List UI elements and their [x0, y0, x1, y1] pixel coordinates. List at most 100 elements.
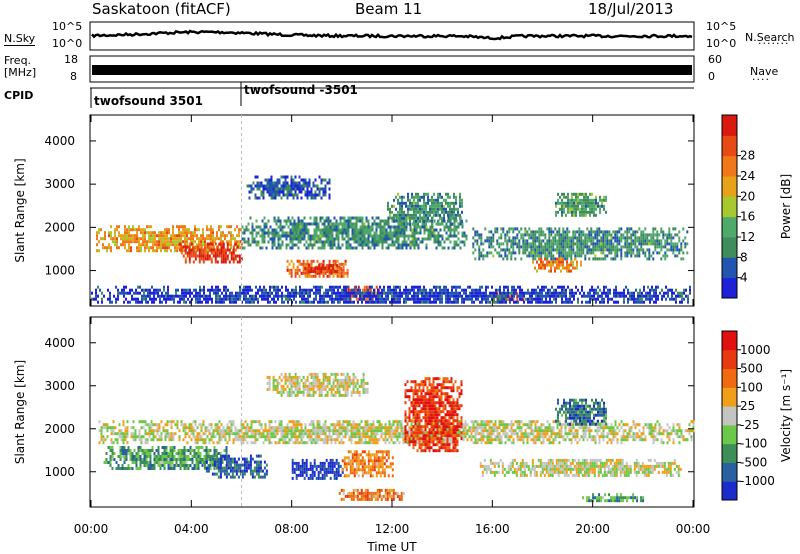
- data-cell: [533, 297, 535, 301]
- data-cell: [284, 432, 287, 436]
- data-cell: [217, 300, 219, 304]
- data-cell: [298, 262, 301, 266]
- data-cell: [290, 435, 293, 439]
- data-cell: [561, 210, 563, 214]
- data-cell: [389, 291, 391, 295]
- data-cell: [626, 245, 629, 249]
- data-cell: [300, 423, 303, 427]
- data-cell: [521, 297, 523, 301]
- data-cell: [339, 219, 342, 223]
- data-cell: [550, 239, 553, 243]
- data-cell: [328, 270, 331, 274]
- data-cell: [198, 240, 200, 244]
- data-cell: [190, 432, 193, 436]
- data-cell: [363, 240, 366, 244]
- data-cell: [144, 441, 147, 445]
- data-cell: [620, 236, 623, 240]
- data-cell: [159, 297, 161, 301]
- data-cell: [417, 237, 420, 241]
- data-cell: [100, 429, 103, 433]
- data-cell: [200, 234, 202, 238]
- data-cell: [312, 420, 315, 424]
- data-cell: [261, 291, 263, 295]
- data-cell: [124, 246, 126, 250]
- data-cell: [149, 297, 151, 301]
- data-cell: [295, 291, 297, 295]
- data-cell: [423, 204, 425, 208]
- data-cell: [104, 246, 106, 250]
- data-cell: [138, 225, 140, 229]
- data-cell: [365, 216, 368, 220]
- data-cell: [511, 285, 513, 289]
- data-cell: [591, 204, 593, 208]
- data-cell: [351, 231, 354, 235]
- data-cell: [226, 240, 228, 244]
- data-cell: [538, 254, 541, 258]
- data-cell: [223, 300, 225, 304]
- data-cell: [353, 246, 356, 250]
- data-cell: [354, 429, 357, 433]
- data-cell: [581, 288, 583, 292]
- data-cell: [355, 285, 357, 289]
- data-cell: [415, 207, 417, 211]
- data-cell: [668, 227, 671, 231]
- data-cell: [144, 228, 146, 232]
- data-cell: [477, 297, 479, 301]
- data-cell: [252, 441, 255, 445]
- data-cell: [628, 242, 631, 246]
- data-cell: [533, 288, 535, 292]
- data-cell: [166, 432, 169, 436]
- data-cell: [556, 251, 559, 255]
- data-cell: [327, 237, 330, 241]
- data-cell: [427, 210, 429, 214]
- data-cell: [288, 426, 291, 430]
- data-cell: [437, 285, 439, 289]
- data-cell: [588, 257, 591, 261]
- data-cell: [352, 432, 355, 436]
- data-cell: [296, 271, 299, 275]
- data-cell: [538, 266, 540, 270]
- data-cell: [385, 231, 388, 235]
- data-cell: [168, 240, 170, 244]
- data-cell: [300, 271, 303, 275]
- data-cell: [489, 300, 491, 304]
- data-cell: [216, 251, 219, 255]
- data-cell: [212, 240, 214, 244]
- data-cell: [415, 228, 418, 232]
- data-cell: [306, 432, 309, 436]
- data-cell: [399, 246, 402, 250]
- data-cell: [356, 423, 359, 427]
- data-cell: [208, 228, 210, 232]
- data-cell: [251, 294, 253, 298]
- data-cell: [315, 234, 318, 238]
- data-cell: [144, 243, 146, 247]
- data-cell: [369, 234, 372, 238]
- data-cell: [228, 432, 231, 436]
- data-cell: [306, 262, 309, 266]
- data-cell: [204, 429, 207, 433]
- data-cell: [472, 245, 475, 249]
- data-cell: [303, 297, 305, 301]
- data-cell: [592, 248, 595, 252]
- data-cell: [222, 248, 225, 252]
- data-cell: [627, 297, 629, 301]
- data-cell: [364, 435, 367, 439]
- data-cell: [653, 300, 655, 304]
- data-cell: [431, 195, 433, 199]
- data-cell: [347, 285, 349, 289]
- data-cell: [658, 233, 661, 237]
- data-cell: [289, 222, 292, 226]
- data-cell: [387, 231, 390, 235]
- data-cell: [580, 260, 582, 264]
- data-cell: [275, 288, 277, 292]
- data-cell: [610, 233, 613, 237]
- data-cell: [144, 246, 146, 250]
- data-cell: [604, 257, 607, 261]
- data-cell: [267, 240, 270, 244]
- data-cell: [209, 297, 211, 301]
- data-cell: [234, 257, 237, 261]
- data-cell: [167, 291, 169, 295]
- data-cell: [535, 291, 537, 295]
- data-cell: [397, 243, 400, 247]
- power-panel-cells: [91, 175, 691, 304]
